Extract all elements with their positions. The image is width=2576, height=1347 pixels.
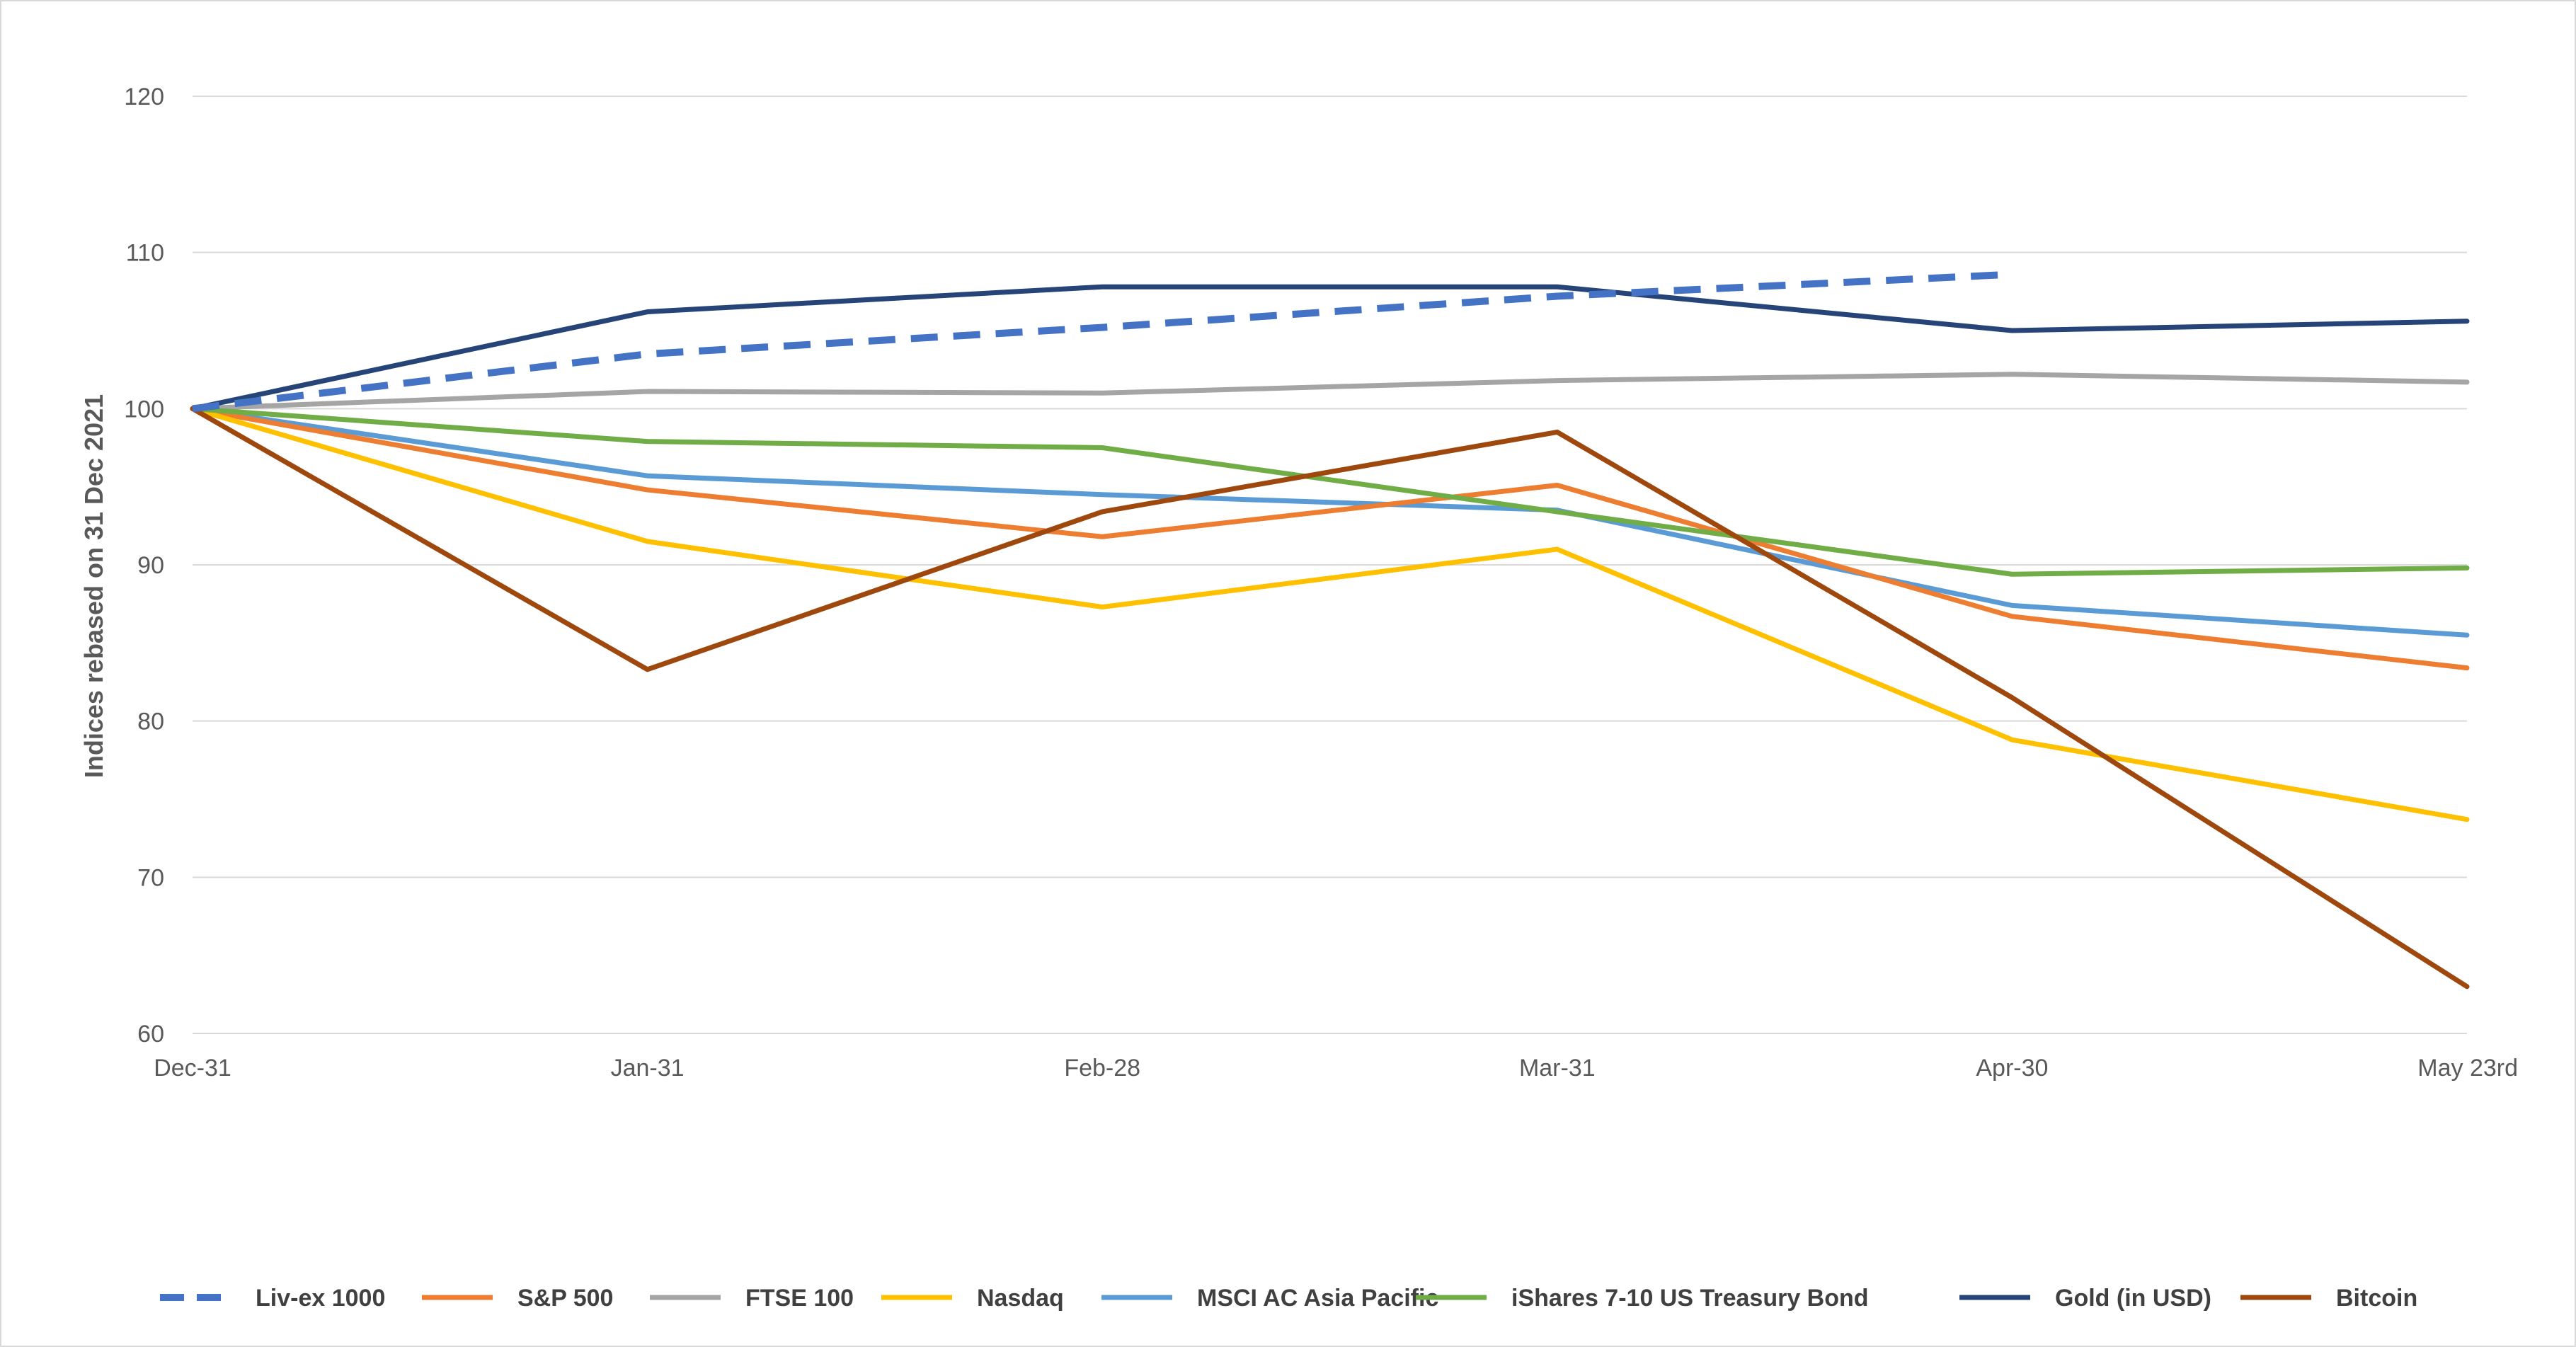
x-tick-label: Apr-30 [1976, 1055, 2048, 1082]
y-axis-label: Indices rebased on 31 Dec 2021 [79, 394, 108, 778]
series-line-ishares-7-10-us-treasury-bond [190, 406, 2470, 577]
series-line-s-p-500 [190, 406, 2470, 671]
x-tick-label: Dec-31 [154, 1055, 231, 1082]
x-tick-label: Feb-28 [1064, 1055, 1140, 1082]
x-tick-label: Mar-31 [1519, 1055, 1596, 1082]
series-line-ftse-100 [190, 372, 2470, 411]
legend-label: Bitcoin [2336, 1285, 2417, 1312]
legend-label: S&P 500 [517, 1285, 613, 1312]
legend-label: FTSE 100 [745, 1285, 854, 1312]
series-line-bitcoin [190, 406, 2470, 990]
y-tick-label: 60 [137, 1021, 164, 1048]
series-line-liv-ex-1000 [192, 270, 2013, 413]
y-axis-ticks: 60 70 80 90 100 110 120 [124, 84, 164, 1048]
x-tick-label: May 23rd [2417, 1055, 2518, 1082]
series-lines [190, 270, 2470, 990]
y-tick-label: 100 [124, 396, 164, 423]
series-line-msci-ac-asia-pacific [190, 406, 2470, 638]
legend-label: Nasdaq [977, 1285, 1064, 1312]
y-tick-label: 90 [137, 552, 164, 579]
x-axis-ticks: Dec-31 Jan-31 Feb-28 Mar-31 Apr-30 May 23rd [154, 1055, 2518, 1082]
gridlines [193, 96, 2467, 1034]
legend-label: Gold (in USD) [2055, 1285, 2211, 1312]
legend-label: MSCI AC Asia Pacific [1197, 1285, 1438, 1312]
y-tick-label: 80 [137, 709, 164, 735]
y-tick-label: 70 [137, 864, 164, 891]
y-tick-label: 110 [126, 240, 164, 267]
y-tick-label: 120 [124, 84, 164, 110]
series-line-nasdaq [190, 406, 2470, 822]
legend: Liv-ex 1000 S&P 500 FTSE 100 Nasdaq MSCI AC … [160, 1285, 2417, 1312]
legend-label: iShares 7-10 US Treasury Bond [1511, 1285, 1869, 1312]
x-tick-label: Jan-31 [611, 1055, 685, 1082]
series-line-gold-in-usd [190, 284, 2470, 411]
legend-label: Liv-ex 1000 [256, 1285, 385, 1312]
